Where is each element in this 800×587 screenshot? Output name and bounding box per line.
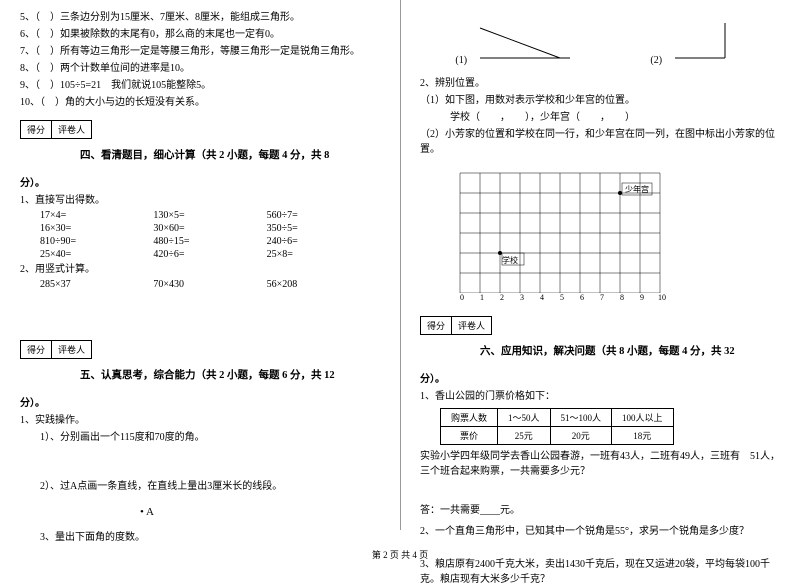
svg-text:学校: 学校 — [502, 255, 518, 265]
angle-diagrams: (1) (2) — [420, 18, 780, 66]
calc-cell: 16×30= — [40, 223, 153, 234]
td: 票价 — [441, 427, 498, 445]
calc-cell: 25×8= — [267, 249, 380, 260]
calc-cell: 480÷15= — [153, 236, 266, 247]
r-q2-2: （2）小芳家的位置和学校在同一行，和少年宫在同一列，在图中标出小芳家的位置。 — [420, 127, 780, 157]
score-label: 得分 — [421, 317, 452, 334]
practice-title: 1、实践操作。 — [20, 413, 380, 428]
section5-title: 五、认真思考，综合能力（共 2 小题，每题 6 分，共 12 — [80, 367, 335, 382]
calc-cell: 17×4= — [40, 210, 153, 221]
judge-block: 5、（ ）三条边分别为15厘米、7厘米、8厘米，能组成三角形。 6、（ ）如果被… — [20, 10, 380, 110]
practice-2: 2）、过A点画一条直线，在直线上量出3厘米长的线段。 — [40, 479, 380, 494]
score-label: 得分 — [21, 341, 52, 358]
vert-calc-row: 285×37 70×430 56×208 — [40, 279, 380, 290]
th: 1～50人 — [498, 409, 551, 427]
left-column: 5、（ ）三条边分别为15厘米、7厘米、8厘米，能组成三角形。 6、（ ）如果被… — [0, 0, 400, 545]
section6-title: 六、应用知识，解决问题（共 8 小题，每题 4 分，共 32 — [480, 343, 735, 358]
td: 25元 — [498, 427, 551, 445]
score-box-6: 得分 评卷人 — [420, 316, 492, 335]
angle-2-label: (2) — [650, 55, 662, 66]
x-label: 7 — [592, 293, 612, 302]
x-axis-labels: 0 1 2 3 4 5 6 7 8 9 10 — [452, 293, 780, 302]
angle-2-svg — [665, 18, 745, 63]
judge-6: 6、（ ）如果被除数的末尾有0，那么商的末尾也一定有0。 — [20, 27, 380, 42]
calc-cell: 810÷90= — [40, 236, 153, 247]
x-label: 0 — [452, 293, 472, 302]
x-label: 8 — [612, 293, 632, 302]
right-column: (1) (2) 2、辨别位置。 （1）如下图，用数对表示学校和少年宫的位置。 学… — [400, 0, 800, 545]
section4-title: 四、看清题目，细心计算（共 2 小题，每题 4 分，共 8 — [80, 147, 329, 162]
section5-fen: 分）。 — [20, 394, 380, 409]
calc-block: 17×4=130×5=560÷7= 16×30=30×60=350÷5= 810… — [20, 210, 380, 260]
r-q2: 2、一个直角三角形中，已知其中一个锐角是55°，求另一个锐角是多少度？ — [420, 524, 780, 539]
x-label: 2 — [492, 293, 512, 302]
angle-1: (1) — [455, 18, 579, 66]
x-label: 4 — [532, 293, 552, 302]
r-q1-ans: 答：一共需要____元。 — [420, 503, 780, 518]
judge-7: 7、（ ）所有等边三角形一定是等腰三角形，等腰三角形一定是锐角三角形。 — [20, 44, 380, 59]
r-q1-text: 实验小学四年级同学去香山公园春游，一班有43人，二班有49人，三班有 51人，三… — [420, 449, 780, 479]
calc-cell: 420÷6= — [153, 249, 266, 260]
score-box-4: 得分 评卷人 — [20, 120, 92, 139]
svg-text:少年宫: 少年宫 — [625, 184, 649, 194]
td: 20元 — [550, 427, 612, 445]
th: 购票人数 — [441, 409, 498, 427]
td: 18元 — [612, 427, 674, 445]
r-q2-1: （1）如下图，用数对表示学校和少年宫的位置。 — [420, 93, 780, 108]
angle-2: (2) — [650, 18, 744, 66]
calc-cell: 240÷6= — [267, 236, 380, 247]
page-footer: 第 2 页 共 4 页 — [0, 548, 800, 561]
practice-3: 3、量出下面角的度数。 — [40, 530, 380, 545]
q2-title: 2、用竖式计算。 — [20, 262, 380, 277]
judge-8: 8、（ ）两个计数单位间的进率是10。 — [20, 61, 380, 76]
calc-cell: 350÷5= — [267, 223, 380, 234]
r-q3: 3、粮店原有2400千克大米，卖出1430千克后，现在又运进20袋，平均每袋10… — [420, 557, 780, 587]
r-q1: 1、香山公园的门票价格如下： — [420, 389, 780, 404]
x-label: 6 — [572, 293, 592, 302]
grid-svg: 学校 少年宫 — [450, 163, 680, 293]
grader-label: 评卷人 — [52, 341, 91, 358]
calc-cell: 130×5= — [153, 210, 266, 221]
calc-cell: 25×40= — [40, 249, 153, 260]
point-a: • A — [140, 506, 380, 518]
x-label: 3 — [512, 293, 532, 302]
x-label: 10 — [652, 293, 672, 302]
angle-1-svg — [470, 18, 580, 63]
x-label: 9 — [632, 293, 652, 302]
q1-title: 1、直接写出得数。 — [20, 193, 380, 208]
ticket-table: 购票人数 1～50人 51～100人 100人以上 票价 25元 20元 18元 — [440, 408, 674, 445]
calc-cell: 285×37 — [40, 279, 153, 290]
calc-cell: 560÷7= — [267, 210, 380, 221]
section4-fen: 分）。 — [20, 174, 380, 189]
grader-label: 评卷人 — [52, 121, 91, 138]
practice-1: 1）、分别画出一个115度和70度的角。 — [40, 430, 380, 445]
grader-label: 评卷人 — [452, 317, 491, 334]
judge-5: 5、（ ）三条边分别为15厘米、7厘米、8厘米，能组成三角形。 — [20, 10, 380, 25]
angle-1-label: (1) — [455, 55, 467, 66]
th: 51～100人 — [550, 409, 612, 427]
x-label: 5 — [552, 293, 572, 302]
score-label: 得分 — [21, 121, 52, 138]
r-q2-title: 2、辨别位置。 — [420, 76, 780, 91]
calc-cell: 70×430 — [153, 279, 266, 290]
grid-chart: 学校 少年宫 0 1 2 3 4 5 6 7 8 9 10 — [450, 163, 780, 302]
th: 100人以上 — [612, 409, 674, 427]
calc-cell: 56×208 — [267, 279, 380, 290]
judge-9: 9、（ ）105÷5=21 我们就说105能整除5。 — [20, 78, 380, 93]
score-box-5: 得分 评卷人 — [20, 340, 92, 359]
calc-cell: 30×60= — [153, 223, 266, 234]
judge-10: 10、（ ）角的大小与边的长短没有关系。 — [20, 95, 380, 110]
r-q2-1-blank: 学校（ ， ），少年宫（ ， ） — [420, 110, 780, 125]
section6-fen: 分）。 — [420, 370, 780, 385]
x-label: 1 — [472, 293, 492, 302]
column-divider — [400, 0, 401, 530]
